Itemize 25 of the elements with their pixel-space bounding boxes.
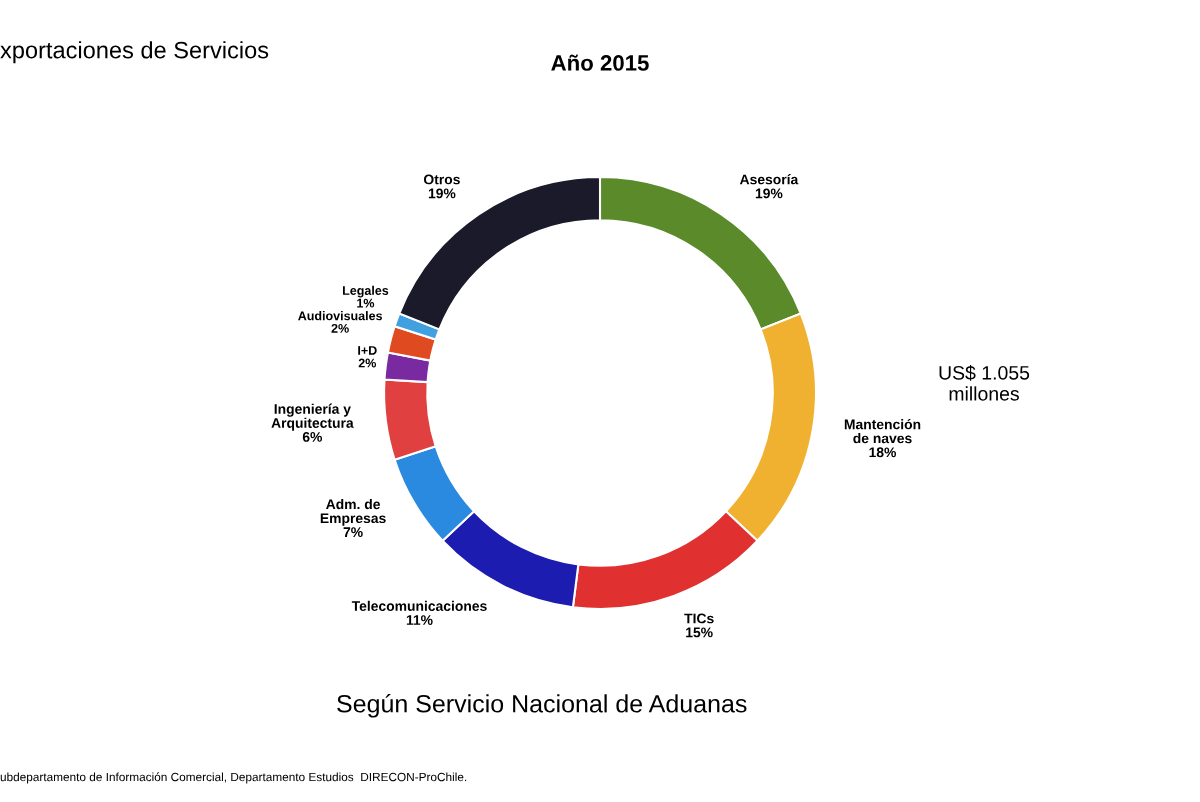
slice-label: Adm. de Empresas <box>320 498 386 526</box>
data-label: 2% <box>358 358 377 368</box>
text: ubdepartamento de Información Comercial, Departamento Estudios DIRECON-ProChile. <box>0 772 467 784</box>
data-label: 1% <box>357 298 375 308</box>
data-label: 2% <box>331 323 349 333</box>
slice-label: Mantención de naves <box>844 418 921 444</box>
slice-label: TICs <box>684 613 714 624</box>
slice-label: Legales <box>343 285 389 298</box>
data-label: 7% <box>343 527 363 538</box>
slice-label: Audiovisuales <box>298 311 382 321</box>
chart-subtitle: Año 2015 <box>551 54 649 71</box>
data-label: 19% <box>428 188 456 199</box>
text: Según Servicio Nacional de Aduanas <box>337 693 747 718</box>
data-label: 18% <box>869 447 897 458</box>
chart-title: xportaciones de Servicios <box>0 41 269 64</box>
slice-label: I+D <box>358 346 377 355</box>
slice-label: Telecomunicaciones <box>351 600 487 611</box>
text: US$ 1.055 millones <box>939 365 1030 401</box>
data-label: 6% <box>302 432 323 442</box>
data-label: 11% <box>406 615 433 625</box>
slice-label: Otros <box>423 174 460 185</box>
data-label: 19% <box>755 188 783 199</box>
data-label: 15% <box>686 627 713 638</box>
slice-label: Ingeniería y Arquitectura <box>271 403 354 431</box>
slice-label: Asesoría <box>739 174 799 185</box>
